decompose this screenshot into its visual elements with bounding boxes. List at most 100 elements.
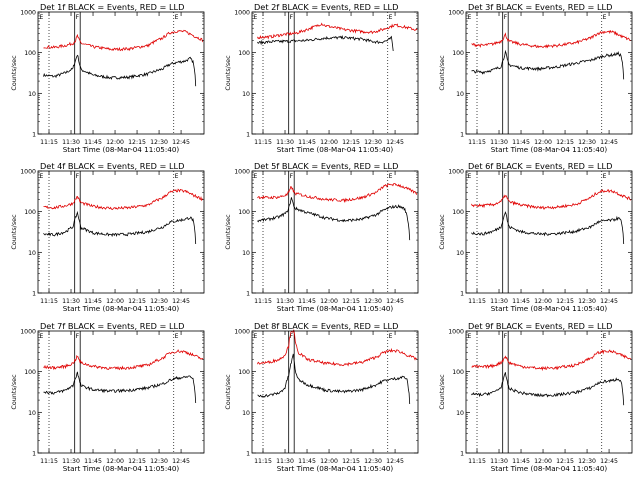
x-tick-label: 11:45 <box>512 298 530 305</box>
x-tick-label: 11:30 <box>62 458 80 465</box>
x-axis-label: Start Time (08-Mar-04 11:05:40) <box>277 304 394 313</box>
chart-panel-8: Det 8f BLACK = Events, RED = LLD E F E 1 10 10… <box>224 321 419 473</box>
x-tick-label: 11:30 <box>490 298 508 305</box>
x-tick-label: 12:45 <box>172 458 190 465</box>
y-axis-label: Counts/sec <box>10 214 18 250</box>
y-tick-label: 10 <box>456 410 464 417</box>
x-tick-label: 12:45 <box>386 298 404 305</box>
x-tick-label: 11:15 <box>254 298 272 305</box>
panel-title: Det 2f BLACK = Events, RED = LLD <box>254 2 398 12</box>
x-tick-label: 11:45 <box>84 298 102 305</box>
panel-title: Det 1f BLACK = Events, RED = LLD <box>40 2 184 12</box>
segment-marker: E <box>467 333 471 340</box>
x-tick-label: 12:45 <box>600 458 618 465</box>
x-tick-label: 12:45 <box>172 139 190 146</box>
y-tick-label: 1 <box>246 132 250 139</box>
chart-panel-2: Det 2f BLACK = Events, RED = LLD E F E 1 10 10… <box>224 2 419 154</box>
x-tick-label: 11:15 <box>254 139 272 146</box>
segment-marker: E <box>39 333 43 340</box>
y-tick-label: 100 <box>452 50 464 57</box>
y-tick-label: 10 <box>456 250 464 257</box>
segment-marker: E <box>603 333 607 340</box>
x-tick-label: 12:00 <box>534 298 552 305</box>
x-tick-label: 12:15 <box>342 458 360 465</box>
segment-marker: E <box>175 173 179 180</box>
y-tick-label: 1000 <box>20 329 36 336</box>
x-tick-label: 12:15 <box>342 139 360 146</box>
x-axis-label: Start Time (08-Mar-04 11:05:40) <box>491 464 608 473</box>
panel-title: Det 9f BLACK = Events, RED = LLD <box>468 321 612 331</box>
y-tick-label: 1000 <box>20 10 36 17</box>
panel-title: Det 3f BLACK = Events, RED = LLD <box>468 2 612 12</box>
y-tick-label: 10 <box>28 250 36 257</box>
plot-frame <box>465 170 633 294</box>
segment-marker: F <box>504 333 508 340</box>
x-axis-label: Start Time (08-Mar-04 11:05:40) <box>277 145 394 154</box>
lld-line <box>471 349 632 372</box>
y-axis-label: Counts/sec <box>10 55 18 91</box>
x-tick-label: 11:30 <box>62 139 80 146</box>
segment-marker: E <box>253 14 257 21</box>
y-tick-label: 10 <box>28 91 36 98</box>
segment-marker: E <box>389 14 393 21</box>
x-tick-label: 11:30 <box>276 298 294 305</box>
y-tick-label: 1 <box>32 132 36 139</box>
x-tick-label: 11:45 <box>298 458 316 465</box>
x-axis-label: Start Time (08-Mar-04 11:05:40) <box>277 464 394 473</box>
lld-line <box>43 29 204 52</box>
y-axis-label: Counts/sec <box>224 55 232 91</box>
segment-marker: E <box>39 173 43 180</box>
panel-title: Det 7f BLACK = Events, RED = LLD <box>40 321 184 331</box>
y-axis-label: Counts/sec <box>224 374 232 410</box>
x-tick-label: 12:45 <box>172 298 190 305</box>
x-axis-label: Start Time (08-Mar-04 11:05:40) <box>63 464 180 473</box>
x-tick-label: 12:00 <box>320 139 338 146</box>
y-axis-label: Counts/sec <box>438 214 446 250</box>
plot-frame <box>251 11 419 135</box>
y-tick-label: 10 <box>28 410 36 417</box>
panel-title: Det 5f BLACK = Events, RED = LLD <box>254 161 398 171</box>
events-line <box>257 35 394 52</box>
segment-marker: E <box>603 14 607 21</box>
y-tick-label: 10 <box>456 91 464 98</box>
panel-title: Det 4f BLACK = Events, RED = LLD <box>40 161 184 171</box>
x-tick-label: 12:45 <box>600 139 618 146</box>
panel-title: Det 8f BLACK = Events, RED = LLD <box>254 321 398 331</box>
segment-marker: E <box>603 173 607 180</box>
y-tick-label: 100 <box>238 50 250 57</box>
x-tick-label: 11:15 <box>468 298 486 305</box>
x-axis-label: Start Time (08-Mar-04 11:05:40) <box>63 145 180 154</box>
x-tick-label: 12:30 <box>150 139 168 146</box>
segment-marker: E <box>39 14 43 21</box>
y-tick-label: 100 <box>24 209 36 216</box>
plot-frame <box>37 11 205 135</box>
x-tick-label: 12:00 <box>534 139 552 146</box>
x-tick-label: 11:15 <box>254 458 272 465</box>
x-tick-label: 12:30 <box>364 458 382 465</box>
plot-frame <box>37 170 205 294</box>
y-tick-label: 1 <box>460 132 464 139</box>
lld-line <box>257 329 418 367</box>
x-tick-label: 11:15 <box>468 458 486 465</box>
lld-line <box>471 29 632 49</box>
x-tick-label: 11:45 <box>512 458 530 465</box>
x-tick-label: 11:45 <box>512 139 530 146</box>
y-tick-label: 10 <box>242 91 250 98</box>
y-tick-label: 1000 <box>234 329 250 336</box>
x-tick-label: 11:45 <box>298 298 316 305</box>
y-axis-label: Counts/sec <box>438 55 446 91</box>
y-axis-label: Counts/sec <box>10 374 18 410</box>
plot-frame <box>251 330 419 454</box>
x-axis-label: Start Time (08-Mar-04 11:05:40) <box>491 145 608 154</box>
chart-panel-1: Det 1f BLACK = Events, RED = LLD E F E 1 10 10… <box>10 2 205 154</box>
plot-frame <box>465 330 633 454</box>
x-tick-label: 11:45 <box>298 139 316 146</box>
segment-marker: E <box>175 333 179 340</box>
chart-panel-5: Det 5f BLACK = Events, RED = LLD E F E 1 10 10… <box>224 161 419 313</box>
x-tick-label: 12:30 <box>150 458 168 465</box>
events-line <box>43 54 197 87</box>
x-tick-label: 12:15 <box>128 298 146 305</box>
x-tick-label: 12:30 <box>578 298 596 305</box>
x-tick-label: 12:30 <box>150 298 168 305</box>
